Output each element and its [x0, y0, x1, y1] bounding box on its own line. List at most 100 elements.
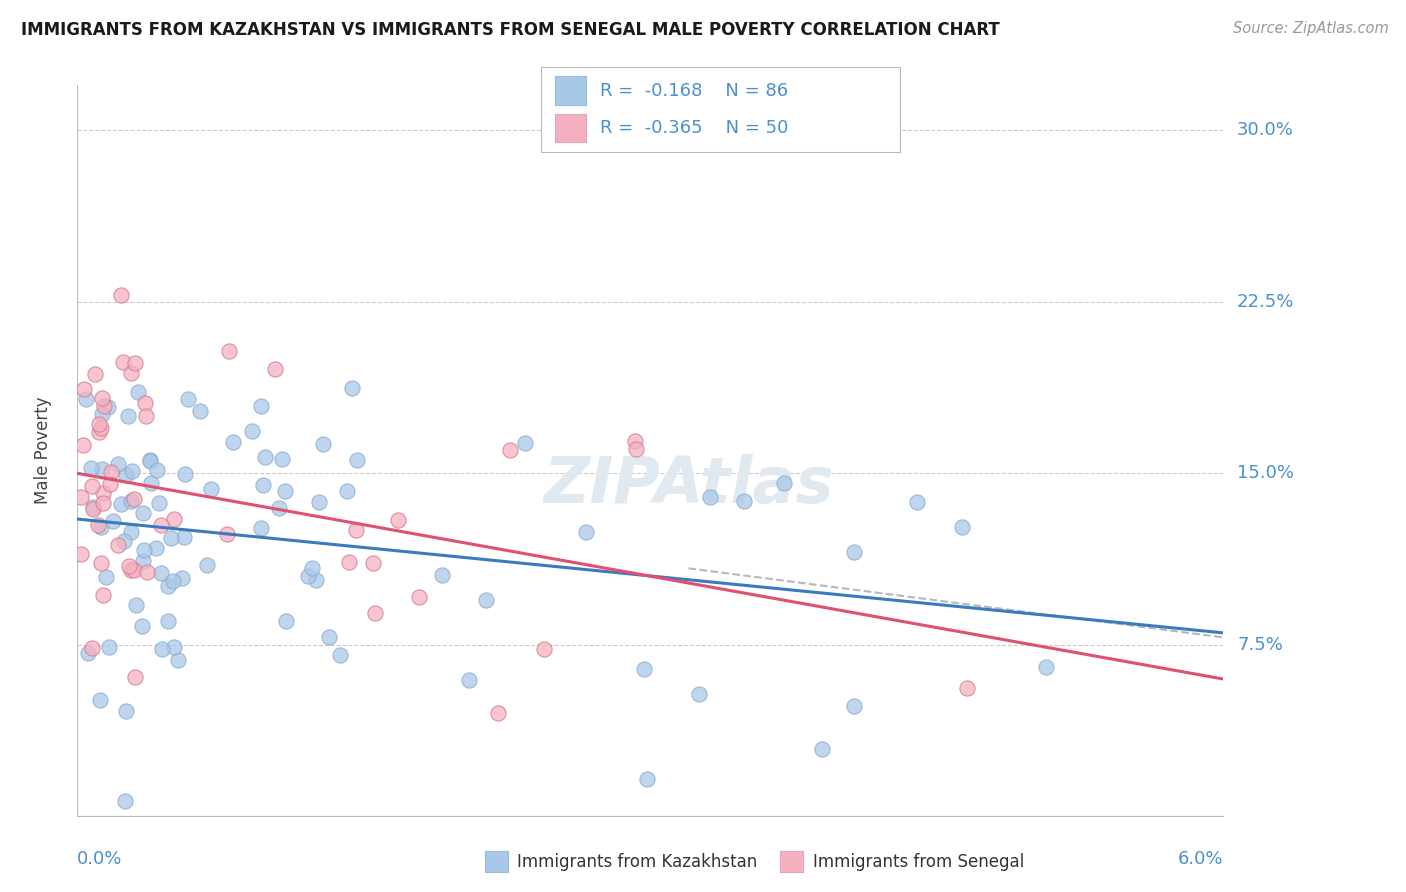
Text: 0.0%: 0.0%: [77, 850, 122, 869]
Point: [956, 681, 979, 695]
Point: [842, 545, 865, 559]
Point: [200, 483, 222, 497]
Point: [340, 381, 363, 395]
Text: Immigrants from Kazakhstan: Immigrants from Kazakhstan: [517, 853, 758, 871]
Point: [107, 538, 129, 552]
Text: IMMIGRANTS FROM KAZAKHSTAN VS IMMIGRANTS FROM SENEGAL MALE POVERTY CORRELATION C: IMMIGRANTS FROM KAZAKHSTAN VS IMMIGRANTS…: [21, 21, 1000, 38]
Text: R =  -0.168    N = 86: R = -0.168 N = 86: [600, 82, 789, 100]
Point: [457, 673, 479, 687]
Point: [160, 532, 183, 546]
Point: [430, 567, 453, 582]
Text: 7.5%: 7.5%: [1237, 636, 1284, 654]
Point: [533, 642, 555, 657]
Text: 6.0%: 6.0%: [1178, 850, 1223, 869]
Point: [274, 483, 297, 498]
Point: [120, 564, 142, 578]
Point: [157, 615, 180, 629]
Point: [253, 450, 276, 464]
Point: [150, 517, 173, 532]
Text: Source: ZipAtlas.com: Source: ZipAtlas.com: [1233, 21, 1389, 36]
Point: [249, 521, 271, 535]
Point: [91, 461, 114, 475]
Point: [124, 356, 146, 370]
Point: [132, 543, 155, 558]
Point: [626, 442, 648, 457]
Point: [110, 497, 132, 511]
Point: [107, 457, 129, 471]
Point: [1035, 660, 1057, 674]
Point: [145, 541, 167, 555]
Point: [267, 500, 290, 515]
Point: [115, 468, 138, 483]
Point: [70, 547, 93, 561]
Point: [636, 772, 658, 786]
Point: [124, 491, 146, 506]
Point: [218, 343, 240, 358]
Point: [263, 362, 285, 376]
Point: [162, 574, 184, 588]
Point: [132, 506, 155, 520]
Point: [100, 465, 122, 479]
Point: [274, 615, 297, 629]
Point: [190, 404, 212, 418]
Point: [146, 463, 169, 477]
Point: [149, 566, 172, 580]
Point: [87, 517, 110, 532]
Point: [167, 653, 190, 667]
Point: [250, 399, 273, 413]
Point: [174, 467, 197, 481]
Point: [513, 435, 536, 450]
Point: [842, 699, 865, 714]
Point: [90, 519, 112, 533]
Point: [91, 496, 114, 510]
Point: [148, 496, 170, 510]
Point: [498, 443, 520, 458]
Point: [176, 392, 198, 406]
Point: [89, 693, 111, 707]
Point: [70, 491, 93, 505]
Point: [311, 437, 333, 451]
Point: [122, 563, 145, 577]
Point: [305, 574, 328, 588]
Point: [346, 453, 368, 467]
Point: [157, 579, 180, 593]
Point: [97, 640, 120, 654]
Point: [82, 500, 104, 515]
Point: [114, 794, 136, 808]
Point: [127, 385, 149, 400]
Point: [337, 555, 360, 569]
Point: [90, 407, 112, 421]
Point: [93, 588, 115, 602]
Point: [135, 409, 157, 423]
Point: [124, 670, 146, 684]
Point: [97, 400, 120, 414]
Point: [329, 648, 352, 662]
Point: [82, 479, 104, 493]
Point: [75, 392, 97, 407]
Point: [89, 425, 111, 439]
Point: [387, 512, 409, 526]
Point: [138, 454, 160, 468]
Point: [114, 704, 136, 718]
Text: R =  -0.365    N = 50: R = -0.365 N = 50: [600, 119, 789, 136]
Text: ZIPAtlas: ZIPAtlas: [543, 454, 834, 516]
Point: [905, 495, 928, 509]
Point: [163, 640, 186, 655]
Point: [242, 424, 264, 438]
Point: [131, 554, 153, 568]
Point: [80, 640, 103, 655]
Point: [950, 520, 973, 534]
Point: [94, 570, 117, 584]
Text: 30.0%: 30.0%: [1237, 121, 1294, 139]
Point: [120, 493, 142, 508]
Point: [215, 527, 238, 541]
Point: [810, 742, 832, 756]
Point: [72, 382, 94, 396]
Point: [121, 464, 143, 478]
Point: [623, 434, 645, 449]
Point: [84, 367, 107, 381]
Point: [271, 451, 294, 466]
Point: [150, 642, 173, 657]
Point: [136, 565, 159, 579]
Point: [112, 533, 135, 548]
